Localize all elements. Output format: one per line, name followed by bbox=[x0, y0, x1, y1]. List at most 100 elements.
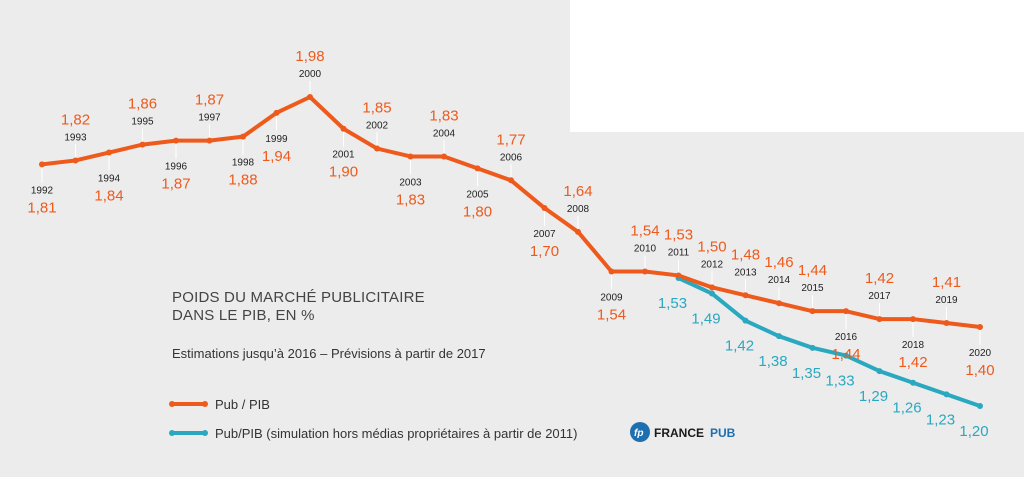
series-point-simulation bbox=[876, 368, 883, 375]
series-point-simulation bbox=[742, 317, 749, 324]
value-label-simulation: 1,42 bbox=[725, 338, 754, 355]
series-point-simulation bbox=[776, 333, 782, 340]
year-label: 2005 bbox=[466, 189, 489, 200]
year-label: 2008 bbox=[567, 204, 590, 215]
series-point-pub-pib bbox=[508, 177, 514, 184]
value-label-pub-pib: 1,83 bbox=[396, 191, 425, 208]
series-point-pub-pib bbox=[240, 133, 246, 140]
series-point-simulation bbox=[943, 391, 950, 398]
series-point-simulation bbox=[910, 379, 916, 386]
year-label: 2002 bbox=[366, 121, 389, 132]
series-point-simulation bbox=[709, 290, 715, 297]
fp-logo-icon bbox=[630, 422, 650, 442]
series-point-pub-pib bbox=[809, 308, 816, 315]
year-label: 1995 bbox=[131, 117, 154, 128]
series-point-pub-pib bbox=[307, 94, 313, 100]
series-point-pub-pib bbox=[407, 153, 414, 160]
value-label-pub-pib: 1,80 bbox=[463, 203, 492, 220]
value-label-pub-pib: 1,87 bbox=[161, 176, 190, 193]
value-label-simulation: 1,26 bbox=[892, 400, 921, 417]
legend-swatch-pub-dot-left bbox=[169, 401, 175, 407]
value-label-pub-pib: 1,94 bbox=[262, 148, 291, 165]
series-point-simulation bbox=[977, 403, 983, 409]
series-point-simulation bbox=[843, 352, 849, 359]
series-point-pub-pib bbox=[273, 109, 280, 116]
year-label: 2013 bbox=[734, 267, 757, 278]
series-point-simulation bbox=[809, 344, 816, 351]
year-label: 1998 bbox=[232, 158, 255, 169]
series-point-pub-pib bbox=[340, 125, 347, 132]
series-point-pub-pib bbox=[206, 137, 213, 144]
year-label: 1999 bbox=[265, 134, 288, 145]
year-label: 2019 bbox=[935, 295, 958, 306]
value-label-pub-pib: 1,83 bbox=[429, 107, 458, 124]
series-point-pub-pib bbox=[139, 141, 146, 148]
year-label: 2015 bbox=[801, 283, 824, 294]
value-label-pub-pib: 1,77 bbox=[496, 131, 525, 148]
series-point-pub-pib bbox=[642, 268, 648, 275]
value-label-simulation: 1,23 bbox=[926, 411, 955, 428]
value-label-pub-pib: 1,44 bbox=[798, 262, 827, 279]
value-label-pub-pib: 1,81 bbox=[27, 199, 56, 216]
legend-swatch-sim-dot-right bbox=[202, 430, 208, 436]
series-point-pub-pib bbox=[843, 308, 849, 315]
value-label-simulation: 1,20 bbox=[959, 423, 988, 440]
year-label: 2011 bbox=[668, 247, 690, 258]
value-label-simulation: 1,35 bbox=[792, 365, 821, 382]
value-label-pub-pib: 1,90 bbox=[329, 164, 358, 181]
series-point-pub-pib bbox=[39, 161, 45, 168]
series-point-pub-pib bbox=[541, 205, 548, 212]
value-label-pub-pib: 1,54 bbox=[597, 306, 626, 323]
value-label-pub-pib: 1,46 bbox=[764, 254, 793, 271]
brand-france: FRANCE bbox=[654, 426, 704, 440]
year-label: 2020 bbox=[969, 348, 992, 359]
series-line-simulation bbox=[677, 276, 981, 408]
value-label-pub-pib: 1,44 bbox=[831, 346, 860, 363]
year-label: 2012 bbox=[701, 259, 724, 270]
value-label-simulation: 1,53 bbox=[658, 295, 687, 312]
value-label-pub-pib: 1,86 bbox=[128, 96, 157, 113]
value-label-pub-pib: 1,85 bbox=[362, 100, 391, 117]
year-label: 2000 bbox=[299, 69, 322, 80]
year-label: 1997 bbox=[198, 113, 221, 124]
series-point-pub-pib bbox=[72, 157, 79, 164]
series-point-pub-pib bbox=[675, 272, 682, 279]
year-label: 2001 bbox=[332, 150, 355, 161]
chart-title-line-1: POIDS DU MARCHÉ PUBLICITAIRE bbox=[172, 289, 425, 306]
year-label: 2018 bbox=[902, 340, 925, 351]
year-label: 2014 bbox=[768, 275, 791, 286]
value-label-simulation: 1,33 bbox=[825, 373, 854, 390]
series-point-pub-pib bbox=[441, 153, 447, 160]
series-point-pub-pib bbox=[709, 284, 715, 291]
year-label: 2003 bbox=[399, 177, 422, 188]
value-label-simulation: 1,49 bbox=[691, 311, 720, 328]
series-point-pub-pib bbox=[106, 149, 112, 156]
value-label-pub-pib: 1,84 bbox=[94, 188, 123, 205]
brand-pub: PUB bbox=[710, 426, 736, 440]
value-label-pub-pib: 1,42 bbox=[865, 270, 894, 287]
series-point-pub-pib bbox=[910, 316, 916, 323]
series-point-pub-pib bbox=[977, 324, 983, 330]
value-label-pub-pib: 1,54 bbox=[630, 222, 659, 239]
series-point-pub-pib bbox=[742, 292, 749, 299]
series-point-pub-pib bbox=[173, 137, 179, 144]
value-label-pub-pib: 1,40 bbox=[965, 362, 994, 379]
value-label-pub-pib: 1,42 bbox=[898, 354, 927, 371]
year-label: 1994 bbox=[98, 174, 121, 185]
series-point-pub-pib bbox=[608, 268, 615, 275]
brand: fp FRANCE PUB bbox=[630, 422, 736, 442]
value-label-pub-pib: 1,64 bbox=[563, 183, 592, 200]
legend-swatch-pub-dot-right bbox=[202, 401, 208, 407]
value-label-pub-pib: 1,50 bbox=[697, 238, 726, 255]
value-label-pub-pib: 1,70 bbox=[530, 243, 559, 260]
series-point-pub-pib bbox=[876, 316, 883, 323]
year-label: 2006 bbox=[500, 152, 523, 163]
year-label: 1996 bbox=[165, 162, 188, 173]
year-label: 2004 bbox=[433, 128, 456, 139]
value-label-pub-pib: 1,48 bbox=[731, 246, 760, 263]
legend-swatch-sim-dot-left bbox=[169, 430, 175, 436]
value-label-pub-pib: 1,98 bbox=[295, 48, 324, 65]
series-group bbox=[39, 94, 983, 409]
